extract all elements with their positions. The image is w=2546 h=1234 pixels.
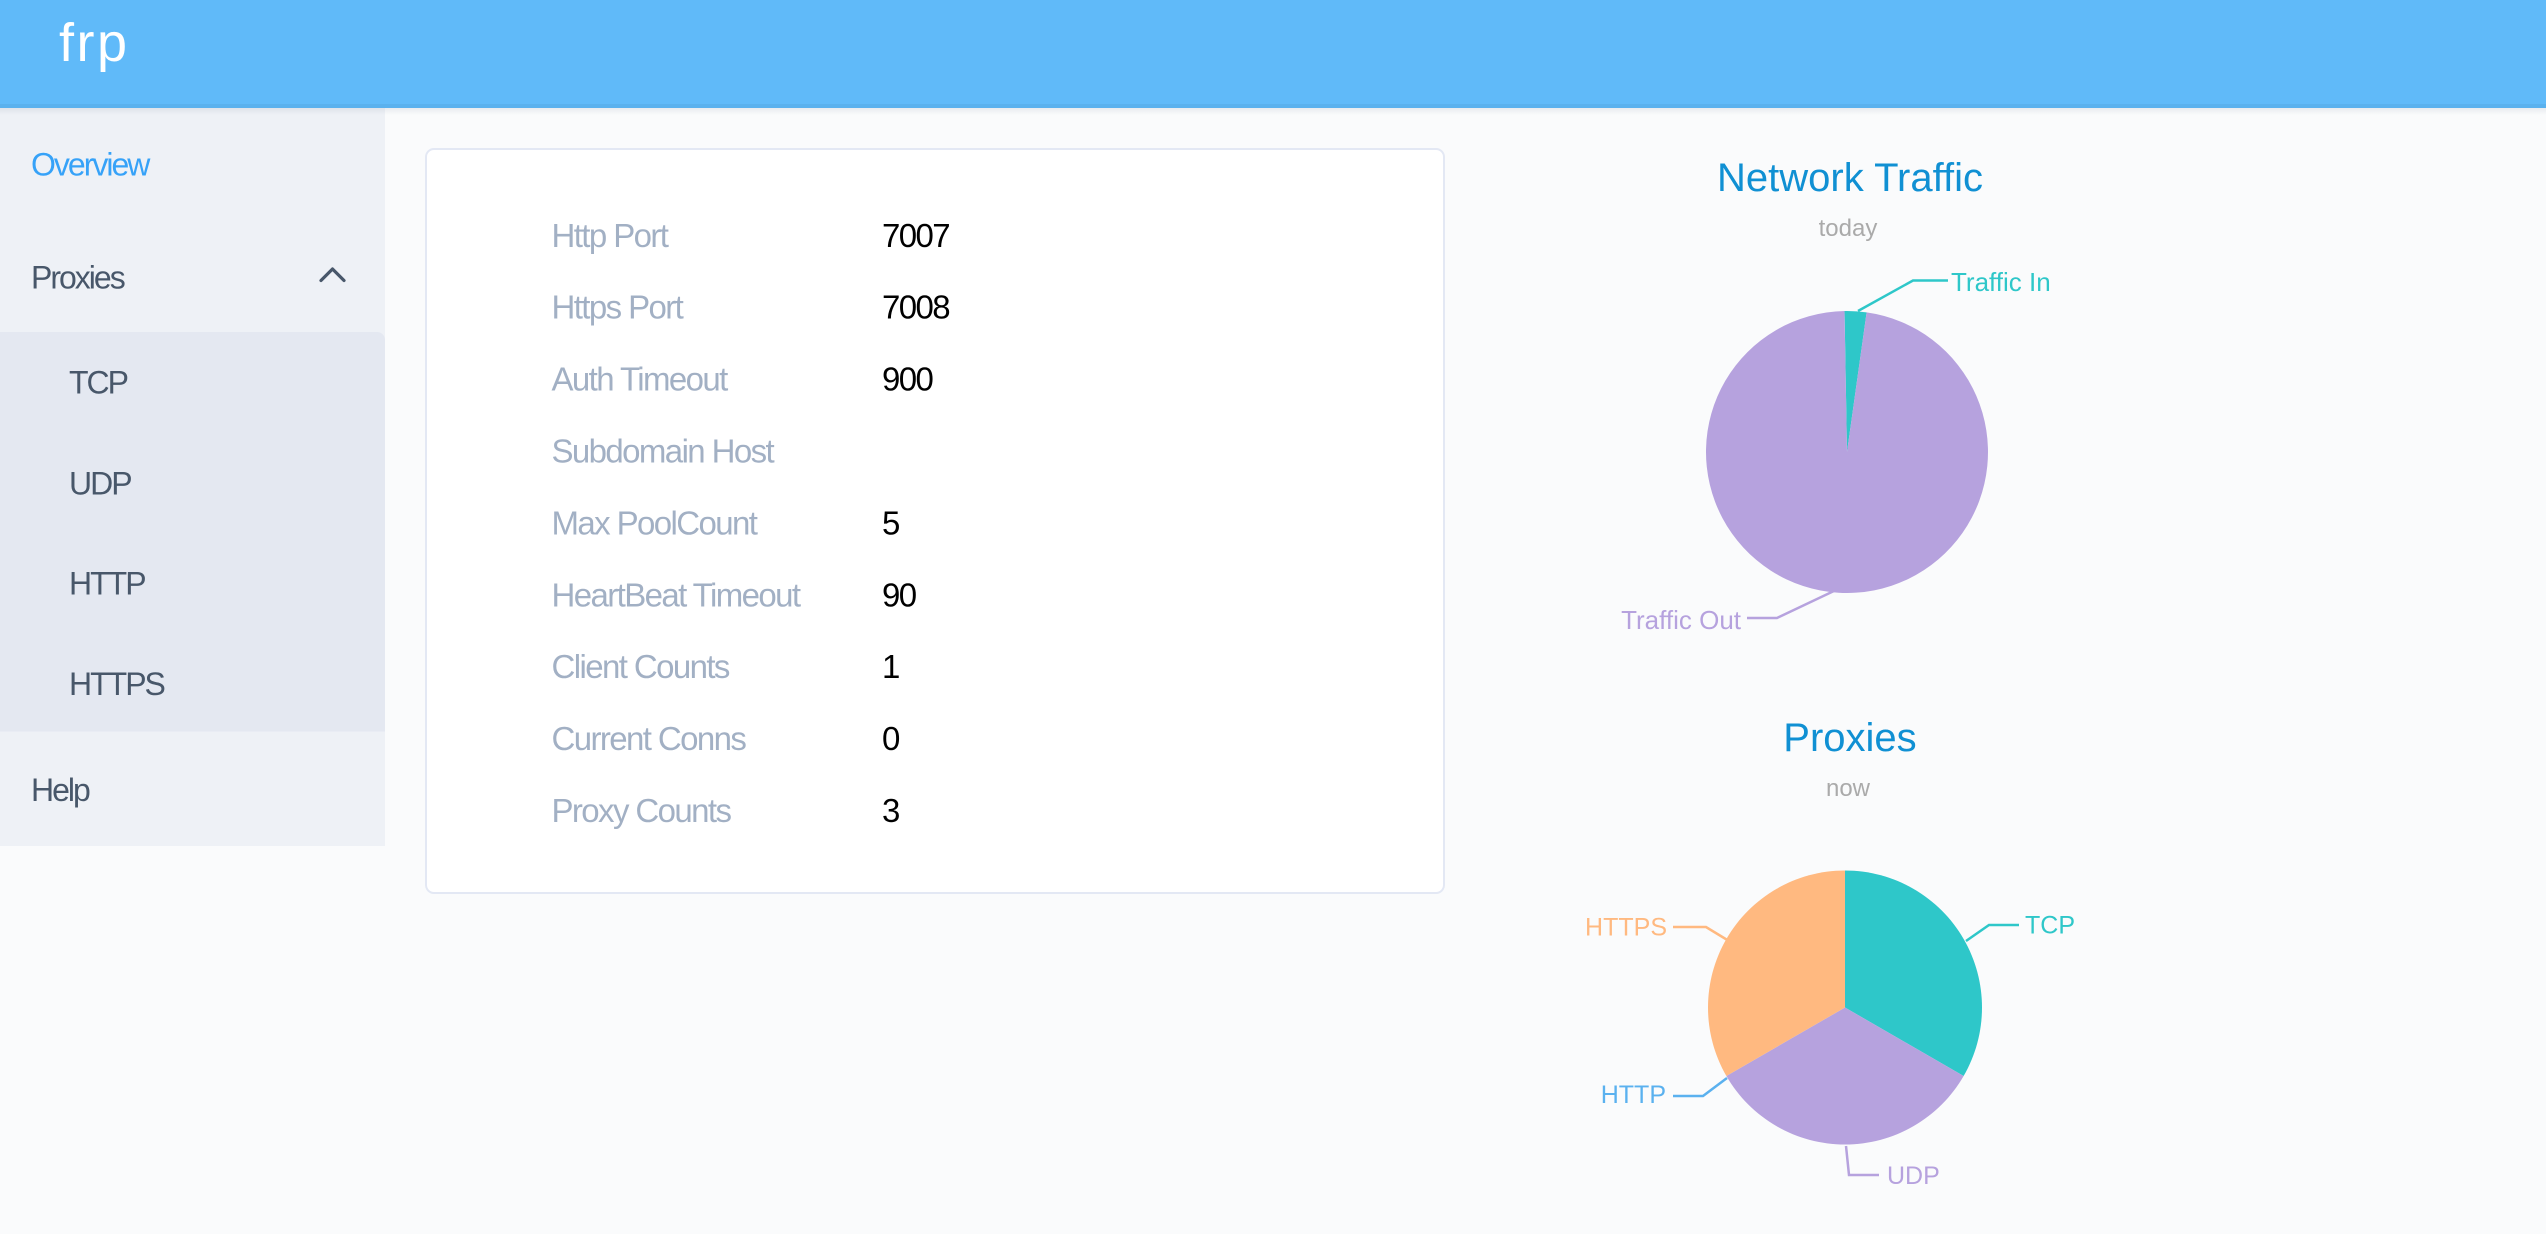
svg-text:HTTPS: HTTPS (69, 666, 165, 702)
svg-text:3: 3 (882, 792, 899, 829)
svg-text:UDP: UDP (1887, 1162, 1940, 1190)
svg-text:90: 90 (882, 576, 917, 613)
svg-text:Subdomain Host: Subdomain Host (552, 433, 775, 470)
svg-text:1: 1 (882, 648, 899, 685)
svg-text:Overview: Overview (31, 147, 151, 183)
svg-text:Proxies: Proxies (1783, 716, 1916, 760)
svg-text:TCP: TCP (69, 365, 128, 401)
svg-text:0: 0 (882, 720, 900, 757)
svg-text:now: now (1826, 775, 1871, 802)
svg-text:Traffic In: Traffic In (1951, 267, 2051, 297)
svg-text:today: today (1819, 215, 1878, 242)
svg-text:900: 900 (882, 361, 934, 398)
svg-text:UDP: UDP (69, 466, 131, 502)
svg-text:7008: 7008 (882, 289, 949, 326)
svg-text:Client Counts: Client Counts (552, 648, 730, 685)
svg-text:HTTPS: HTTPS (1585, 914, 1667, 942)
svg-text:HeartBeat Timeout: HeartBeat Timeout (552, 576, 801, 613)
svg-text:Http Port: Http Port (552, 217, 669, 254)
svg-text:Traffic Out: Traffic Out (1621, 605, 1742, 635)
svg-text:HTTP: HTTP (69, 566, 145, 602)
svg-text:Auth Timeout: Auth Timeout (552, 361, 729, 398)
svg-text:Help: Help (31, 772, 90, 808)
svg-text:Max PoolCount: Max PoolCount (552, 504, 758, 541)
svg-text:frp: frp (59, 13, 130, 73)
svg-text:Current Conns: Current Conns (552, 720, 747, 757)
svg-text:Network Traffic: Network Traffic (1717, 156, 1983, 200)
svg-text:HTTP: HTTP (1601, 1081, 1666, 1109)
svg-text:7007: 7007 (882, 217, 949, 254)
svg-text:TCP: TCP (2025, 912, 2075, 940)
svg-text:Proxy Counts: Proxy Counts (552, 792, 732, 829)
svg-text:Https Port: Https Port (552, 289, 684, 326)
svg-text:5: 5 (882, 504, 899, 541)
svg-text:Proxies: Proxies (31, 260, 125, 296)
